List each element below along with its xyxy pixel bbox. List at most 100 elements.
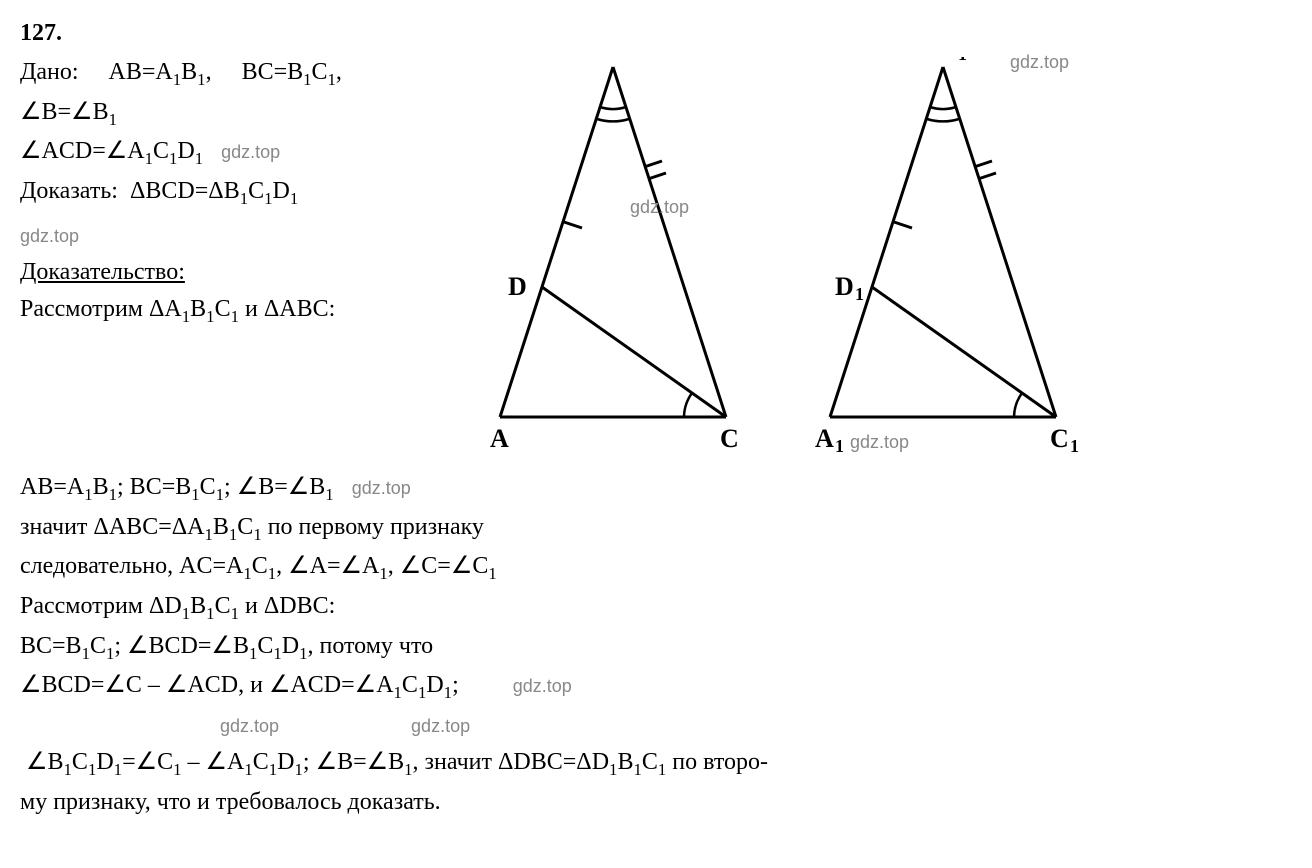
sub: 1 — [82, 643, 90, 662]
svg-text:1: 1 — [855, 284, 864, 304]
triangle-1: B A C D gdz.top — [480, 57, 770, 464]
proof-line-5: Рассмотрим ΔD1B1C1 и ΔDBC: — [20, 591, 1292, 625]
prove-line: Доказать: ΔBCD=ΔB1C1D1 — [20, 176, 450, 210]
p1a: Рассмотрим ΔA — [20, 296, 182, 322]
watermark: gdz.top — [220, 716, 279, 736]
sub: 1 — [633, 760, 641, 779]
sub: 1 — [325, 485, 333, 504]
watermark: gdz.top — [630, 197, 689, 218]
sub: 1 — [206, 604, 214, 623]
sub: 1 — [290, 189, 298, 208]
eq-bc2: C — [312, 59, 328, 85]
watermark: gdz.top — [20, 226, 79, 246]
content-wrapper: Дано: AB=A1B1, BC=B1C1, ∠B=∠B1 ∠ACD=∠A1C… — [20, 57, 1292, 464]
proof-line-8: ∠B1C1D1=∠C1 – ∠A1C1D1; ∠B=∠B1, значит ΔD… — [20, 747, 1292, 781]
p6b: C — [90, 633, 106, 659]
p7b: C — [402, 672, 418, 698]
p8j: B — [617, 749, 633, 775]
p8f: C — [253, 749, 269, 775]
proof-line-2: AB=A1B1; BC=B1C1; ∠B=∠B1 gdz.top — [20, 472, 1292, 506]
sub: 1 — [231, 307, 239, 326]
wm-line: gdz.top — [20, 220, 450, 251]
p8a: ∠B — [26, 749, 64, 775]
p4d: , ∠C=∠C — [388, 553, 489, 579]
svg-text:C: C — [720, 424, 739, 453]
proof-heading: Доказательство: — [20, 257, 450, 288]
eq-acd3: D — [177, 138, 194, 164]
p6e: D — [282, 633, 299, 659]
p3d: по первому признаку — [262, 514, 484, 540]
watermark: gdz.top — [1010, 52, 1069, 73]
svg-text:B: B — [608, 57, 625, 61]
sub: 1 — [658, 760, 666, 779]
p7a: ∠BCD=∠C – ∠ACD, и ∠ACD=∠A — [20, 672, 394, 698]
problem-number: 127. — [20, 20, 1292, 47]
p4c: , ∠A=∠A — [276, 553, 379, 579]
eq-ab2: B — [181, 59, 197, 85]
p3c: C — [237, 514, 253, 540]
proof-line-6: BC=B1C1; ∠BCD=∠B1C1D1, потому что — [20, 631, 1292, 665]
p3b: B — [213, 514, 229, 540]
p5c: C — [215, 593, 231, 619]
given-line-2: ∠B=∠B1 — [20, 97, 450, 131]
sub: 1 — [197, 70, 205, 89]
prove-eq2: C — [248, 178, 264, 204]
p5d: и ΔDBC: — [239, 593, 335, 619]
comma: , — [206, 59, 212, 85]
sub: 1 — [268, 564, 276, 583]
p1b: B — [190, 296, 206, 322]
svg-text:C: C — [1050, 424, 1069, 453]
p7c: D — [426, 672, 443, 698]
sub: 1 — [244, 760, 252, 779]
sub: 1 — [444, 683, 452, 702]
p6d: C — [257, 633, 273, 659]
p8d: =∠C — [122, 749, 173, 775]
p4b: C — [252, 553, 268, 579]
sub: 1 — [328, 70, 336, 89]
p2b: B — [93, 474, 109, 500]
proof-line-7: ∠BCD=∠C – ∠ACD, и ∠ACD=∠A1C1D1; gdz.top — [20, 670, 1292, 704]
text-column: Дано: AB=A1B1, BC=B1C1, ∠B=∠B1 ∠ACD=∠A1C… — [20, 57, 450, 334]
sub: 1 — [303, 70, 311, 89]
eq-acd2: C — [153, 138, 169, 164]
eq-angle-b: ∠B=∠B — [20, 99, 109, 125]
sub: 1 — [195, 149, 203, 168]
p9: му признаку, что и требовалось доказать. — [20, 789, 441, 815]
sub: 1 — [205, 524, 213, 543]
p6f: , потому что — [307, 633, 433, 659]
sub: 1 — [231, 604, 239, 623]
sub: 1 — [295, 760, 303, 779]
sub: 1 — [182, 307, 190, 326]
sub: 1 — [240, 189, 248, 208]
watermark: gdz.top — [850, 432, 909, 453]
watermark: gdz.top — [411, 716, 470, 736]
sub: 1 — [182, 604, 190, 623]
sub: 1 — [243, 564, 251, 583]
p2c: ; BC=B — [117, 474, 191, 500]
p4a: следовательно, AC=A — [20, 553, 243, 579]
triangle-2: B 1 A 1 C 1 D 1 gdz.top gdz.top — [810, 57, 1100, 464]
sub: 1 — [269, 760, 277, 779]
p8g: D — [277, 749, 294, 775]
p8e: – ∠A — [182, 749, 245, 775]
svg-text:B: B — [938, 57, 955, 61]
p8h: ; ∠B=∠B — [303, 749, 404, 775]
p1c: C — [215, 296, 231, 322]
p6a: BC=B — [20, 633, 82, 659]
sub: 1 — [206, 307, 214, 326]
given-line-3: ∠ACD=∠A1C1D1 gdz.top — [20, 136, 450, 170]
sub: 1 — [379, 564, 387, 583]
wm-line-2: gdz.top gdz.top — [20, 710, 1292, 741]
prove-label: Доказать: — [20, 178, 118, 204]
svg-text:1: 1 — [835, 436, 844, 456]
sub: 1 — [394, 683, 402, 702]
sub: 1 — [191, 485, 199, 504]
p5b: B — [190, 593, 206, 619]
given-line-1: Дано: AB=A1B1, BC=B1C1, — [20, 57, 450, 91]
proof-line-3: значит ΔABC=ΔA1B1C1 по первому признаку — [20, 512, 1292, 546]
sub: 1 — [273, 643, 281, 662]
watermark: gdz.top — [221, 142, 280, 162]
sub: 1 — [109, 485, 117, 504]
sub: 1 — [109, 109, 117, 128]
sub: 1 — [64, 760, 72, 779]
